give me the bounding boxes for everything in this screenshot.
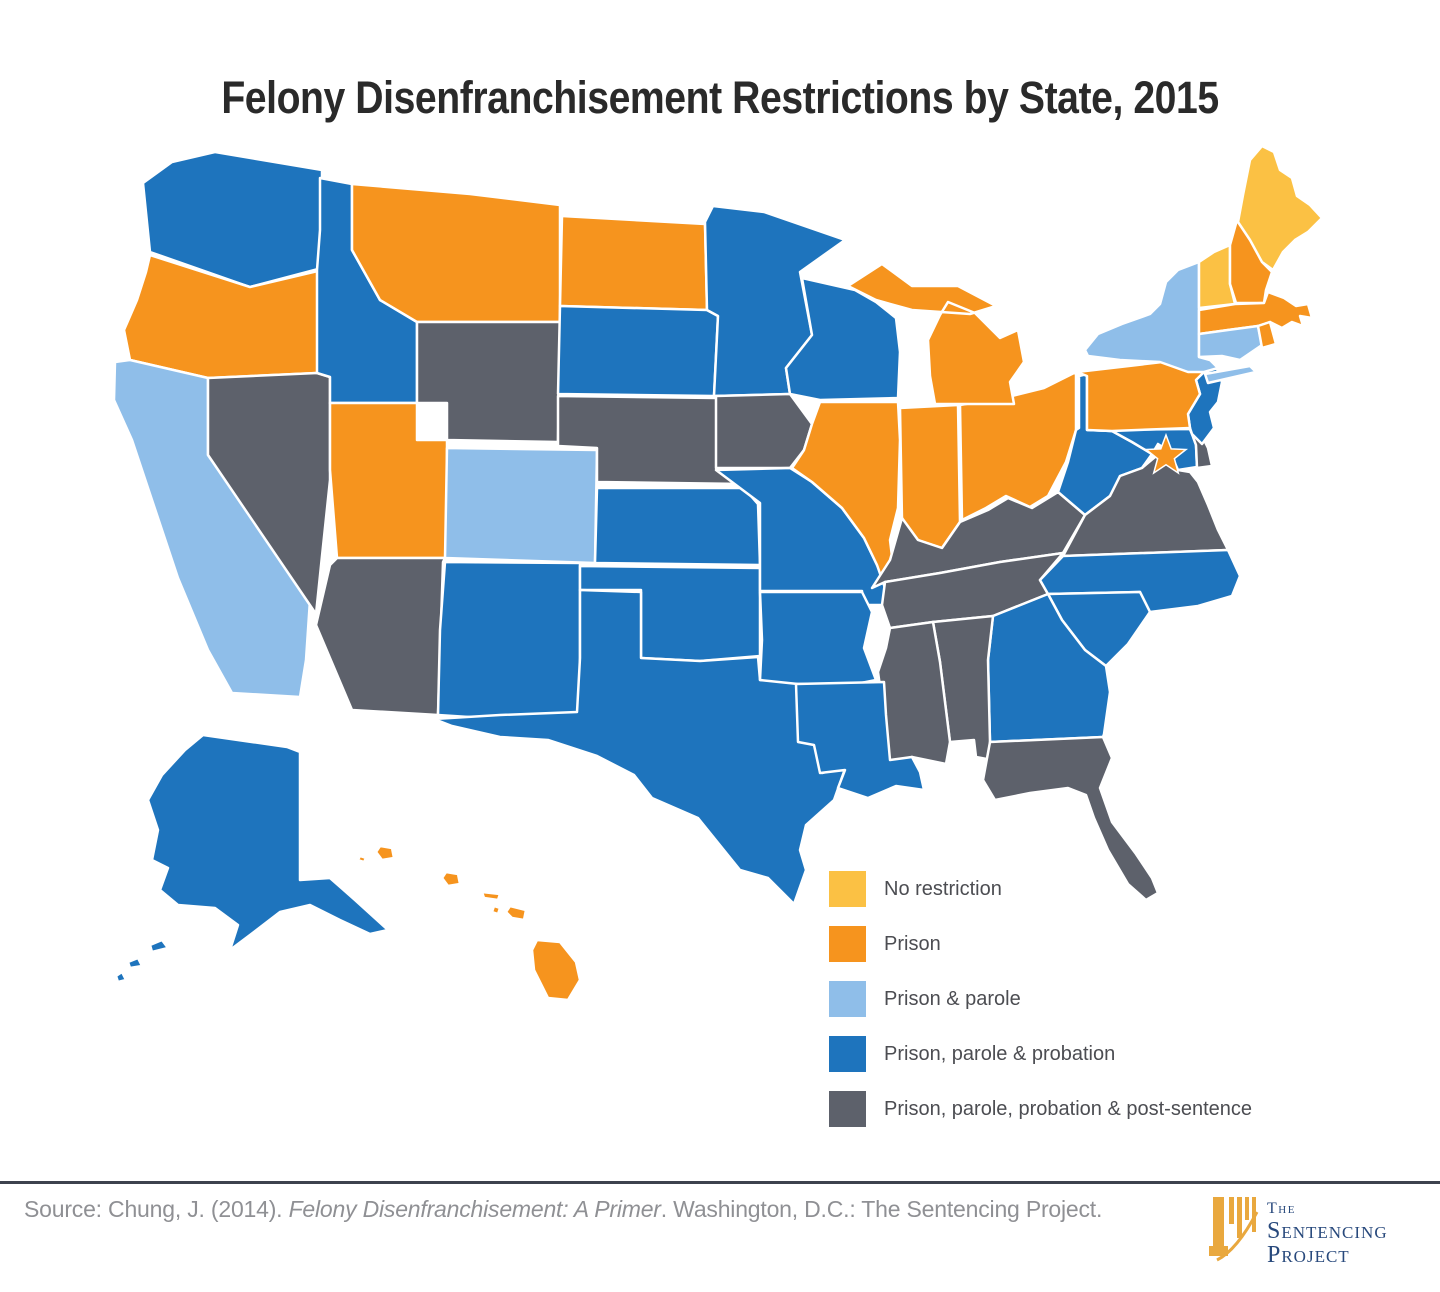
state-LA — [794, 680, 926, 800]
logo-bars-icon — [1209, 1197, 1259, 1262]
state-CT — [1197, 324, 1264, 362]
state-NM — [436, 560, 582, 724]
state-RI — [1256, 320, 1278, 350]
logo-line-the: The — [1267, 1200, 1296, 1217]
state-IL — [790, 400, 902, 590]
state-ME — [1236, 144, 1324, 272]
maryland-star-icon — [1143, 432, 1189, 475]
map-legend: No restriction Prison Prison & parole Pr… — [829, 871, 1252, 1146]
state-CO — [443, 446, 599, 565]
legend-label: No restriction — [884, 877, 1002, 900]
swatch-prison-parole — [829, 981, 866, 1017]
legend-label: Prison, parole, probation & post-sentenc… — [884, 1097, 1252, 1120]
state-WI — [784, 276, 902, 402]
sentencing-project-logo: The Sentencing Project — [1209, 1197, 1388, 1268]
swatch-no-restriction — [829, 871, 866, 907]
state-SD — [556, 304, 720, 398]
legend-label: Prison — [884, 932, 941, 955]
state-VA — [1061, 452, 1230, 558]
state-ND — [558, 214, 709, 312]
swatch-prison-parole-probation — [829, 1036, 866, 1072]
state-OH — [958, 370, 1078, 522]
state-AZ — [314, 556, 447, 717]
state-UT — [328, 401, 449, 560]
legend-label: Prison & parole — [884, 987, 1021, 1010]
logo-line-project: Project — [1267, 1242, 1350, 1268]
state-HI — [356, 844, 582, 1002]
state-AK — [114, 733, 390, 984]
state-AR — [758, 590, 878, 686]
state-IA — [714, 392, 814, 470]
legend-item-prison-parole-probation: Prison, parole & probation — [829, 1036, 1252, 1072]
legend-item-prison: Prison — [829, 926, 1252, 962]
source-citation: Source: Chung, J. (2014). Felony Disenfr… — [24, 1196, 1102, 1223]
legend-item-no-restriction: No restriction — [829, 871, 1252, 907]
legend-label: Prison, parole & probation — [884, 1042, 1116, 1065]
swatch-prison — [829, 926, 866, 962]
legend-item-post-sentence: Prison, parole, probation & post-sentenc… — [829, 1091, 1252, 1127]
state-MT — [350, 182, 562, 324]
state-KS — [593, 486, 762, 567]
source-suffix: . Washington, D.C.: The Sentencing Proje… — [660, 1196, 1103, 1222]
legend-item-prison-parole: Prison & parole — [829, 981, 1252, 1017]
state-MI — [846, 262, 1026, 406]
page-title: Felony Disenfranchisement Restrictions b… — [221, 72, 1219, 124]
swatch-post-sentence — [829, 1091, 866, 1127]
state-NC — [1038, 548, 1242, 614]
footer-divider — [0, 1181, 1440, 1184]
state-WY — [415, 320, 562, 444]
state-FL — [981, 735, 1160, 902]
source-title: Felony Disenfranchisement: A Primer — [288, 1196, 661, 1222]
logo-line-sentencing: Sentencing — [1267, 1218, 1388, 1244]
source-prefix: Source: Chung, J. (2014). — [24, 1196, 289, 1222]
